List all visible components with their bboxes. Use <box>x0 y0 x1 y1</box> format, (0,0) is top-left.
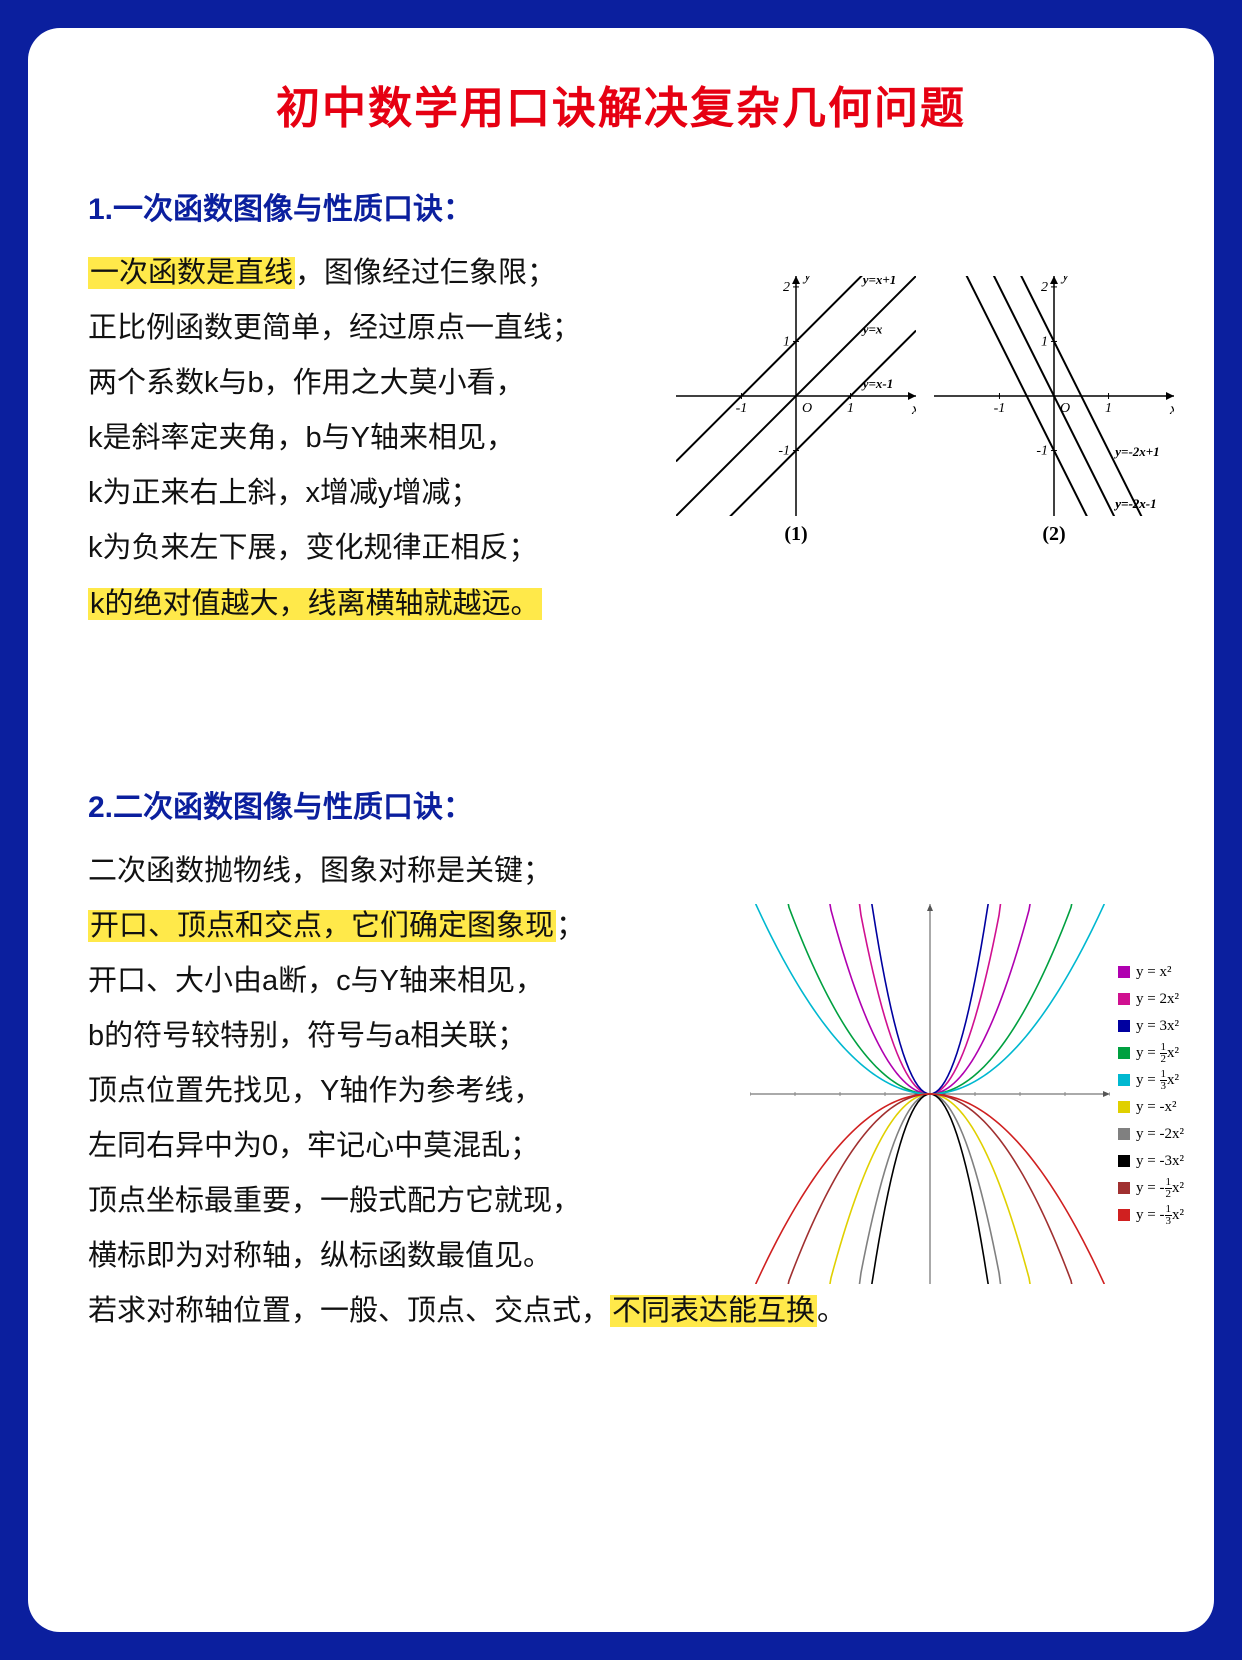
svg-text:y=x+1: y=x+1 <box>861 276 897 287</box>
svg-text:O: O <box>802 401 812 416</box>
svg-text:2: 2 <box>783 280 790 295</box>
parabola-legend: y = x²y = 2x²y = 3x²y = 12x²y = 13x²y = … <box>1118 959 1184 1229</box>
legend-item: y = 3x² <box>1118 1013 1184 1040</box>
section2-figure: y = x²y = 2x²y = 3x²y = 12x²y = 13x²y = … <box>750 904 1184 1284</box>
section-gap <box>88 632 1154 782</box>
svg-text:x: x <box>1169 401 1174 418</box>
svg-text:2: 2 <box>1041 280 1048 295</box>
svg-text:1: 1 <box>1105 401 1112 416</box>
svg-text:x: x <box>911 401 916 418</box>
legend-swatch <box>1118 966 1130 978</box>
svg-text:y=x: y=x <box>861 321 883 336</box>
legend-swatch <box>1118 1020 1130 1032</box>
legend-item: y = 2x² <box>1118 986 1184 1013</box>
legend-swatch <box>1118 1074 1130 1086</box>
legend-label: y = 12x² <box>1136 1040 1179 1067</box>
legend-swatch <box>1118 1155 1130 1167</box>
highlighted-text: 开口、顶点和交点，它们确定图象现 <box>88 910 556 942</box>
svg-text:O: O <box>1060 401 1070 416</box>
figure1-panel2: -11-112xyOy=-2x-1y=-2xy=-2x+1 (2) <box>934 276 1174 546</box>
linear-graph-2-svg: -11-112xyOy=-2x-1y=-2xy=-2x+1 <box>934 276 1174 516</box>
figure1-panel2-caption: (2) <box>934 523 1174 546</box>
legend-label: y = -13x² <box>1136 1202 1184 1229</box>
legend-label: y = 2x² <box>1136 986 1179 1013</box>
figure1-panel1: -11-112xyOy=x+1y=xy=x-1 (1) <box>676 276 916 546</box>
svg-text:y: y <box>802 276 812 284</box>
highlighted-text: 一次函数是直线 <box>88 257 295 289</box>
legend-swatch <box>1118 1047 1130 1059</box>
highlighted-text: 不同表达能互换 <box>610 1295 817 1327</box>
legend-label: y = -12x² <box>1136 1175 1184 1202</box>
svg-text:1: 1 <box>1041 334 1048 349</box>
legend-label: y = 13x² <box>1136 1067 1179 1094</box>
text-line: 二次函数抛物线，图象对称是关键； <box>88 844 1154 899</box>
svg-text:-1: -1 <box>778 444 790 459</box>
legend-label: y = -2x² <box>1136 1121 1184 1148</box>
text-line: k的绝对值越大，线离横轴就越远。 <box>88 577 1154 632</box>
legend-swatch <box>1118 1209 1130 1221</box>
svg-text:-1: -1 <box>994 401 1006 416</box>
legend-swatch <box>1118 1128 1130 1140</box>
legend-label: y = -3x² <box>1136 1148 1184 1175</box>
figure1-panel1-caption: (1) <box>676 523 916 546</box>
svg-text:y=x-1: y=x-1 <box>861 376 894 391</box>
legend-swatch <box>1118 1101 1130 1113</box>
highlighted-text: k的绝对值越大，线离横轴就越远。 <box>88 588 542 620</box>
section2-body: 二次函数抛物线，图象对称是关键；开口、顶点和交点，它们确定图象现；开口、大小由a… <box>88 844 1154 1340</box>
legend-item: y = -2x² <box>1118 1121 1184 1148</box>
document-card: 初中数学用口诀解决复杂几何问题 1.一次函数图像与性质口诀： 一次函数是直线，图… <box>28 28 1214 1632</box>
svg-text:-1: -1 <box>1036 444 1048 459</box>
section2-heading: 2.二次函数图像与性质口诀： <box>88 782 1154 826</box>
legend-item: y = -13x² <box>1118 1202 1184 1229</box>
svg-text:y: y <box>1060 276 1070 284</box>
page-title: 初中数学用口诀解决复杂几何问题 <box>88 72 1154 136</box>
legend-item: y = 13x² <box>1118 1067 1184 1094</box>
svg-text:y=-2x+1: y=-2x+1 <box>1113 444 1159 459</box>
legend-item: y = -x² <box>1118 1094 1184 1121</box>
section1-heading: 1.一次函数图像与性质口诀： <box>88 184 1154 228</box>
legend-item: y = 12x² <box>1118 1040 1184 1067</box>
svg-text:1: 1 <box>847 401 854 416</box>
legend-item: y = x² <box>1118 959 1184 986</box>
legend-item: y = -3x² <box>1118 1148 1184 1175</box>
legend-label: y = 3x² <box>1136 1013 1179 1040</box>
text-line: 若求对称轴位置，一般、顶点、交点式，不同表达能互换。 <box>88 1284 1154 1339</box>
legend-label: y = -x² <box>1136 1094 1176 1121</box>
section1-body: 一次函数是直线，图像经过仨象限；正比例函数更简单，经过原点一直线；两个系数k与b… <box>88 246 1154 632</box>
legend-item: y = -12x² <box>1118 1175 1184 1202</box>
legend-swatch <box>1118 1182 1130 1194</box>
section1-figure: -11-112xyOy=x+1y=xy=x-1 (1) -11-112xyOy=… <box>676 276 1174 546</box>
svg-text:-1: -1 <box>736 401 748 416</box>
linear-graph-1-svg: -11-112xyOy=x+1y=xy=x-1 <box>676 276 916 516</box>
svg-text:y=-2x: y=-2x <box>1113 496 1146 511</box>
parabola-graph-svg <box>750 904 1110 1284</box>
legend-swatch <box>1118 993 1130 1005</box>
legend-label: y = x² <box>1136 959 1171 986</box>
